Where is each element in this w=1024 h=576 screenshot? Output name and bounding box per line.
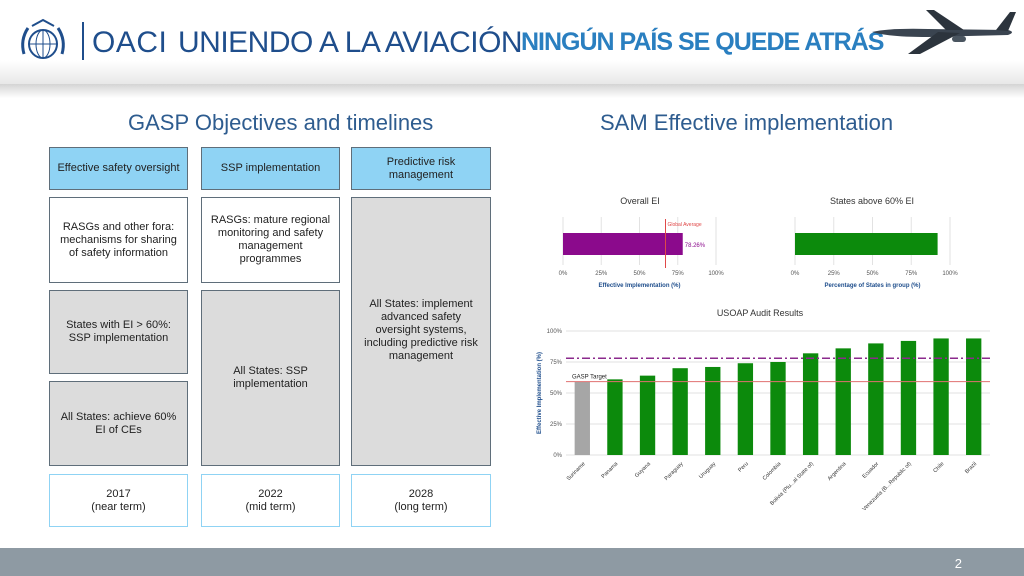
states-60-tick-label: 50% — [866, 271, 879, 277]
chart-panel — [535, 300, 992, 490]
usoap-bar — [835, 348, 851, 455]
timeline-year: 2028 — [408, 487, 434, 500]
box-achieve-60: All States: achieve 60% EI of CEs — [49, 381, 188, 466]
usoap-category-label: Bolivia (Plu...al State of) — [769, 461, 815, 507]
slogan-text: NINGÚN PAÍS SE QUEDE ATRÁS — [521, 28, 884, 56]
box-rasgs-mature: RASGs: mature regional monitoring and sa… — [201, 197, 340, 283]
timeline-year: 2022 — [258, 487, 283, 500]
usoap-bar — [900, 340, 917, 455]
usoap-category-label: Panama — [601, 461, 620, 480]
org-name: OACI — [92, 26, 168, 59]
usoap-bar — [737, 363, 754, 455]
usoap-tick-label: 100% — [547, 329, 563, 335]
states-60-tick-label: 25% — [828, 271, 841, 277]
usoap-tick-label: 75% — [550, 360, 563, 366]
header-effective-oversight: Effective safety oversight — [49, 147, 188, 190]
usoap-target-label: GASP Target — [572, 375, 607, 381]
overall-ei-tick-label: 0% — [559, 271, 568, 277]
overall-ei-reference-label: Global Average — [668, 222, 702, 228]
timeline-2017: 2017 (near term) — [49, 474, 188, 527]
usoap-bar — [770, 362, 786, 455]
usoap-bar — [574, 381, 590, 455]
box-ssp-all-states: All States: SSP implementation — [201, 290, 340, 466]
usoap-category-label: Guyana — [634, 461, 653, 480]
usoap-title: USOAP Audit Results — [717, 308, 804, 318]
usoap-category-label: Venezuela (B...Republic of) — [862, 461, 913, 512]
usoap-category-label: Peru — [737, 461, 749, 473]
right-section-title: SAM Effective implementation — [600, 110, 894, 135]
overall-ei-tick-label: 75% — [672, 271, 685, 277]
usoap-bar — [868, 343, 884, 455]
usoap-bar — [607, 379, 623, 455]
left-section-title: GASP Objectives and timelines — [128, 110, 434, 135]
usoap-bar — [966, 338, 982, 455]
usoap-bar — [802, 353, 819, 455]
timeline-2028: 2028 (long term) — [351, 474, 491, 527]
footer-bar — [0, 548, 1024, 576]
usoap-category-label: Ecuador — [862, 461, 881, 480]
usoap-bar — [672, 368, 688, 455]
usoap-bar — [639, 375, 656, 455]
box-ssp-states: States with EI > 60%: SSP implementation — [49, 290, 188, 374]
header-shadow — [0, 84, 1024, 98]
timeline-2022: 2022 (mid term) — [201, 474, 340, 527]
overall-ei-tick-label: 100% — [708, 271, 724, 277]
states-60-tick-label: 75% — [905, 271, 918, 277]
box-rasgs-fora: RASGs and other fora: mechanisms for sha… — [49, 197, 188, 283]
usoap-category-label: Argentina — [827, 461, 849, 483]
overall-ei-tick-label: 50% — [633, 271, 646, 277]
usoap-tick-label: 0% — [553, 453, 562, 459]
page-number: 2 — [954, 556, 962, 571]
overall-ei-title: Overall EI — [620, 196, 660, 206]
states-60-tick-label: 100% — [942, 271, 958, 277]
usoap-category-label: Colombia — [762, 461, 783, 482]
overall-ei-value-label: 78.26% — [685, 243, 706, 249]
usoap-bar — [705, 366, 721, 455]
airplane-icon — [872, 10, 1016, 54]
timeline-year: 2017 — [106, 487, 131, 500]
timeline-term: (mid term) — [245, 500, 296, 513]
usoap-bar — [933, 338, 949, 455]
usoap-tick-label: 25% — [550, 422, 563, 428]
usoap-category-label: Brazil — [964, 461, 978, 475]
header-divider — [82, 22, 84, 60]
usoap-ylabel: Effective Implementation (%) — [537, 352, 543, 434]
icao-emblem-icon — [21, 18, 65, 59]
header-ssp-implementation: SSP implementation — [201, 147, 340, 190]
states-60-bar — [795, 233, 938, 255]
motto-text: UNIENDO A LA AVIACIÓN — [178, 26, 523, 59]
states-60-xlabel: Percentage of States in group (%) — [824, 283, 920, 289]
overall-ei-tick-label: 25% — [595, 271, 608, 277]
timeline-term: (long term) — [394, 500, 448, 513]
overall-ei-bar — [563, 233, 683, 255]
header-predictive-risk: Predictive risk management — [351, 147, 491, 190]
chart-panel — [535, 190, 992, 293]
header-bar — [0, 0, 1024, 86]
usoap-category-label: Chile — [932, 461, 945, 474]
usoap-category-label: Paraguay — [664, 461, 685, 482]
usoap-tick-label: 50% — [550, 391, 563, 397]
usoap-category-label: Suriname — [566, 461, 587, 482]
overall-ei-xlabel: Effective Implementation (%) — [598, 283, 680, 289]
states-60-title: States above 60% EI — [830, 196, 914, 206]
timeline-term: (near term) — [91, 500, 146, 513]
box-advanced-oversight: All States: implement advanced safety ov… — [351, 197, 491, 466]
states-60-tick-label: 0% — [791, 271, 800, 277]
usoap-category-label: Uruguay — [698, 461, 717, 480]
